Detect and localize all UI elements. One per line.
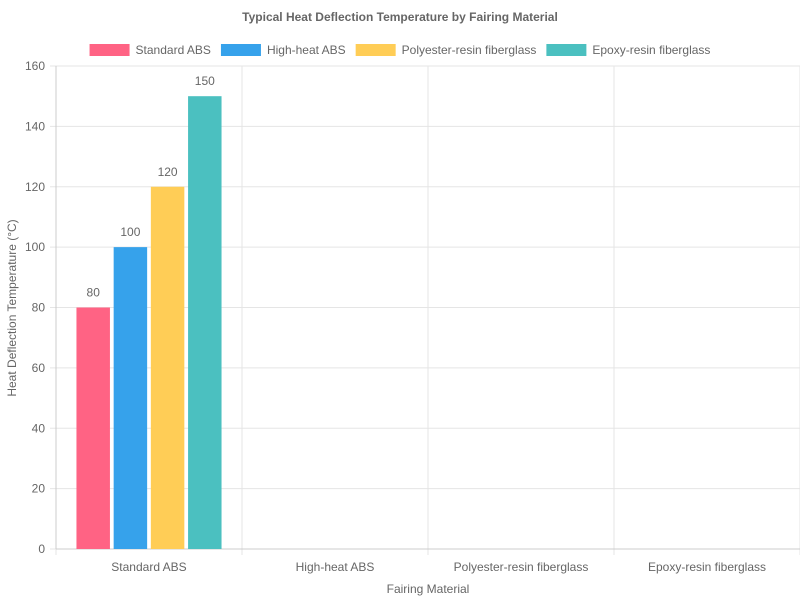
legend-swatch-polyester-resin-fiberglass	[355, 44, 396, 56]
chart-title: Typical Heat Deflection Temperature by F…	[242, 10, 558, 24]
y-tick-label: 100	[25, 240, 45, 254]
x-tick-label: Standard ABS	[111, 560, 186, 574]
data-labels: 80 100 120 150	[87, 74, 216, 299]
y-tick-label: 80	[32, 301, 46, 315]
y-tick-label: 140	[25, 119, 45, 133]
bar-epoxy-resin-fiberglass	[188, 96, 222, 549]
legend: Standard ABS High-heat ABS Polyester-resin…	[89, 43, 710, 57]
y-tick-label: 160	[25, 59, 45, 73]
legend-label: Standard ABS	[136, 43, 211, 57]
x-tick-label: High-heat ABS	[296, 560, 375, 574]
data-label: 150	[195, 74, 215, 88]
bar-standard-abs	[76, 307, 110, 549]
y-tick-label: 0	[38, 542, 45, 556]
bar-polyester-resin-fiberglass	[150, 186, 185, 549]
x-axis-title: Fairing Material	[387, 582, 470, 596]
y-tick-label: 120	[25, 180, 45, 194]
legend-swatch-standard-abs	[89, 44, 130, 56]
y-tick-label: 40	[32, 421, 46, 435]
bars	[76, 96, 222, 549]
y-tick-label: 60	[32, 361, 46, 375]
legend-label: Polyester-resin fiberglass	[402, 43, 537, 57]
legend-label: Epoxy-resin fiberglass	[592, 43, 710, 57]
x-tick-label: Polyester-resin fiberglass	[454, 560, 589, 574]
y-tick-label: 20	[32, 482, 46, 496]
legend-swatch-epoxy-resin-fiberglass	[546, 44, 587, 56]
data-label: 120	[158, 165, 178, 179]
y-axis-title: Heat Deflection Temperature (°C)	[5, 219, 19, 396]
legend-label: High-heat ABS	[267, 43, 346, 57]
legend-swatch-high-heat-abs	[220, 44, 261, 56]
x-tick-label: Epoxy-resin fiberglass	[648, 560, 766, 574]
data-label: 80	[87, 286, 101, 300]
data-label: 100	[120, 225, 140, 239]
bar-high-heat-abs	[113, 247, 148, 549]
x-axis: Standard ABS High-heat ABS Polyester-resin…	[111, 560, 766, 574]
y-axis: 0 20 40 60 80 100 120 140 160	[25, 59, 45, 556]
